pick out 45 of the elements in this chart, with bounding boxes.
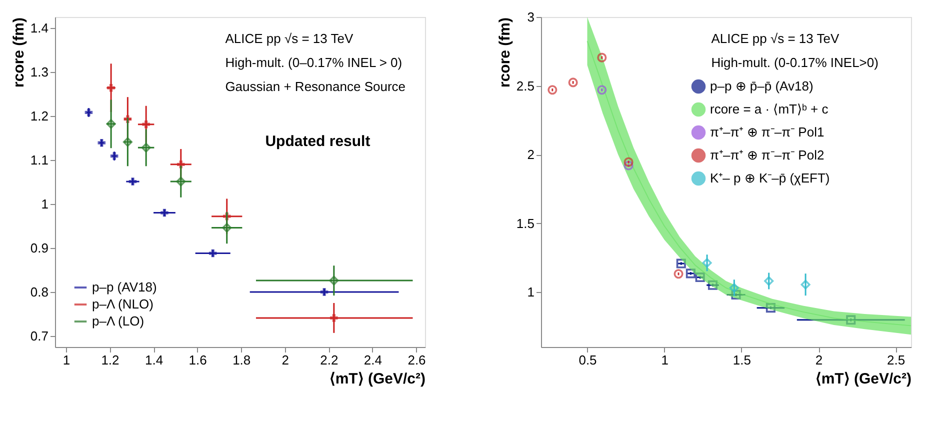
y-tick-label: 3	[527, 10, 534, 24]
y-tick-label: 1.3	[30, 64, 48, 80]
legend-label: p–p (AV18)	[92, 280, 157, 294]
x-tick-label: 1	[62, 352, 70, 368]
x-axis-title: ⟨mT⟩ (GeV/c²)	[329, 370, 426, 388]
y-tick-label: 1	[41, 196, 48, 212]
x-tick-label: 1.4	[144, 352, 164, 368]
y-tick-label: 1	[527, 284, 534, 300]
x-tick-label: 2	[282, 352, 289, 368]
legend-label: p–p ⊕ p̄–p̄ (Av18)	[710, 78, 814, 94]
x-tick-label: 2	[815, 352, 823, 368]
y-tick-label: 1.1	[30, 152, 48, 168]
y-tick-label: 1.2	[30, 108, 48, 124]
annotation: High-mult. (0-0.17% INEL>0)	[711, 55, 878, 70]
legend-label: π⁺–π⁺ ⊕ π⁻–π⁻ Pol1	[710, 124, 824, 140]
x-tick-label: 1.2	[101, 352, 120, 368]
x-tick-label: 2.6	[408, 352, 426, 368]
y-tick-label: 1.5	[516, 216, 534, 231]
legend-label: K⁺– p ⊕ K⁻–p̄ (χEFT)	[710, 170, 830, 186]
x-axis-title: ⟨mT⟩ (GeV/c²)	[815, 370, 912, 388]
x-tick-label: 0.5	[578, 352, 597, 368]
annotation: ALICE pp √s = 13 TeV	[225, 31, 354, 46]
y-tick-label: 0.8	[30, 284, 48, 300]
x-tick-label: 2.4	[364, 352, 382, 368]
y-axis-title: rcore (fm)	[496, 18, 514, 88]
x-tick-label: 2.2	[320, 352, 338, 368]
y-tick-label: 2	[527, 147, 534, 162]
y-tick-label: 2.5	[516, 78, 534, 94]
legend-label: π⁺–π⁺ ⊕ π⁻–π⁻ Pol2	[710, 148, 824, 162]
legend-label: p–Λ (LO)	[92, 314, 144, 328]
y-axis-title: rcore (fm)	[10, 18, 28, 88]
x-tick-label: 1.5	[732, 352, 751, 368]
annotation: Updated result	[265, 133, 370, 150]
y-tick-label: 0.7	[30, 328, 48, 344]
x-tick-label: 2.5	[887, 352, 906, 368]
annotation: ALICE pp √s = 13 TeV	[711, 31, 840, 46]
y-tick-label: 0.9	[30, 240, 48, 256]
legend-label: p–Λ (NLO)	[92, 296, 154, 312]
y-tick-label: 1.4	[30, 20, 48, 36]
annotation: High-mult. (0–0.17% INEL > 0)	[225, 55, 402, 70]
x-tick-label: 1	[661, 352, 668, 368]
annotation: Gaussian + Resonance Source	[225, 79, 406, 94]
legend-label: rcore = a · ⟨mT⟩ᵇ + c	[710, 102, 829, 116]
x-tick-label: 1.6	[188, 352, 207, 368]
x-tick-label: 1.8	[232, 352, 251, 368]
